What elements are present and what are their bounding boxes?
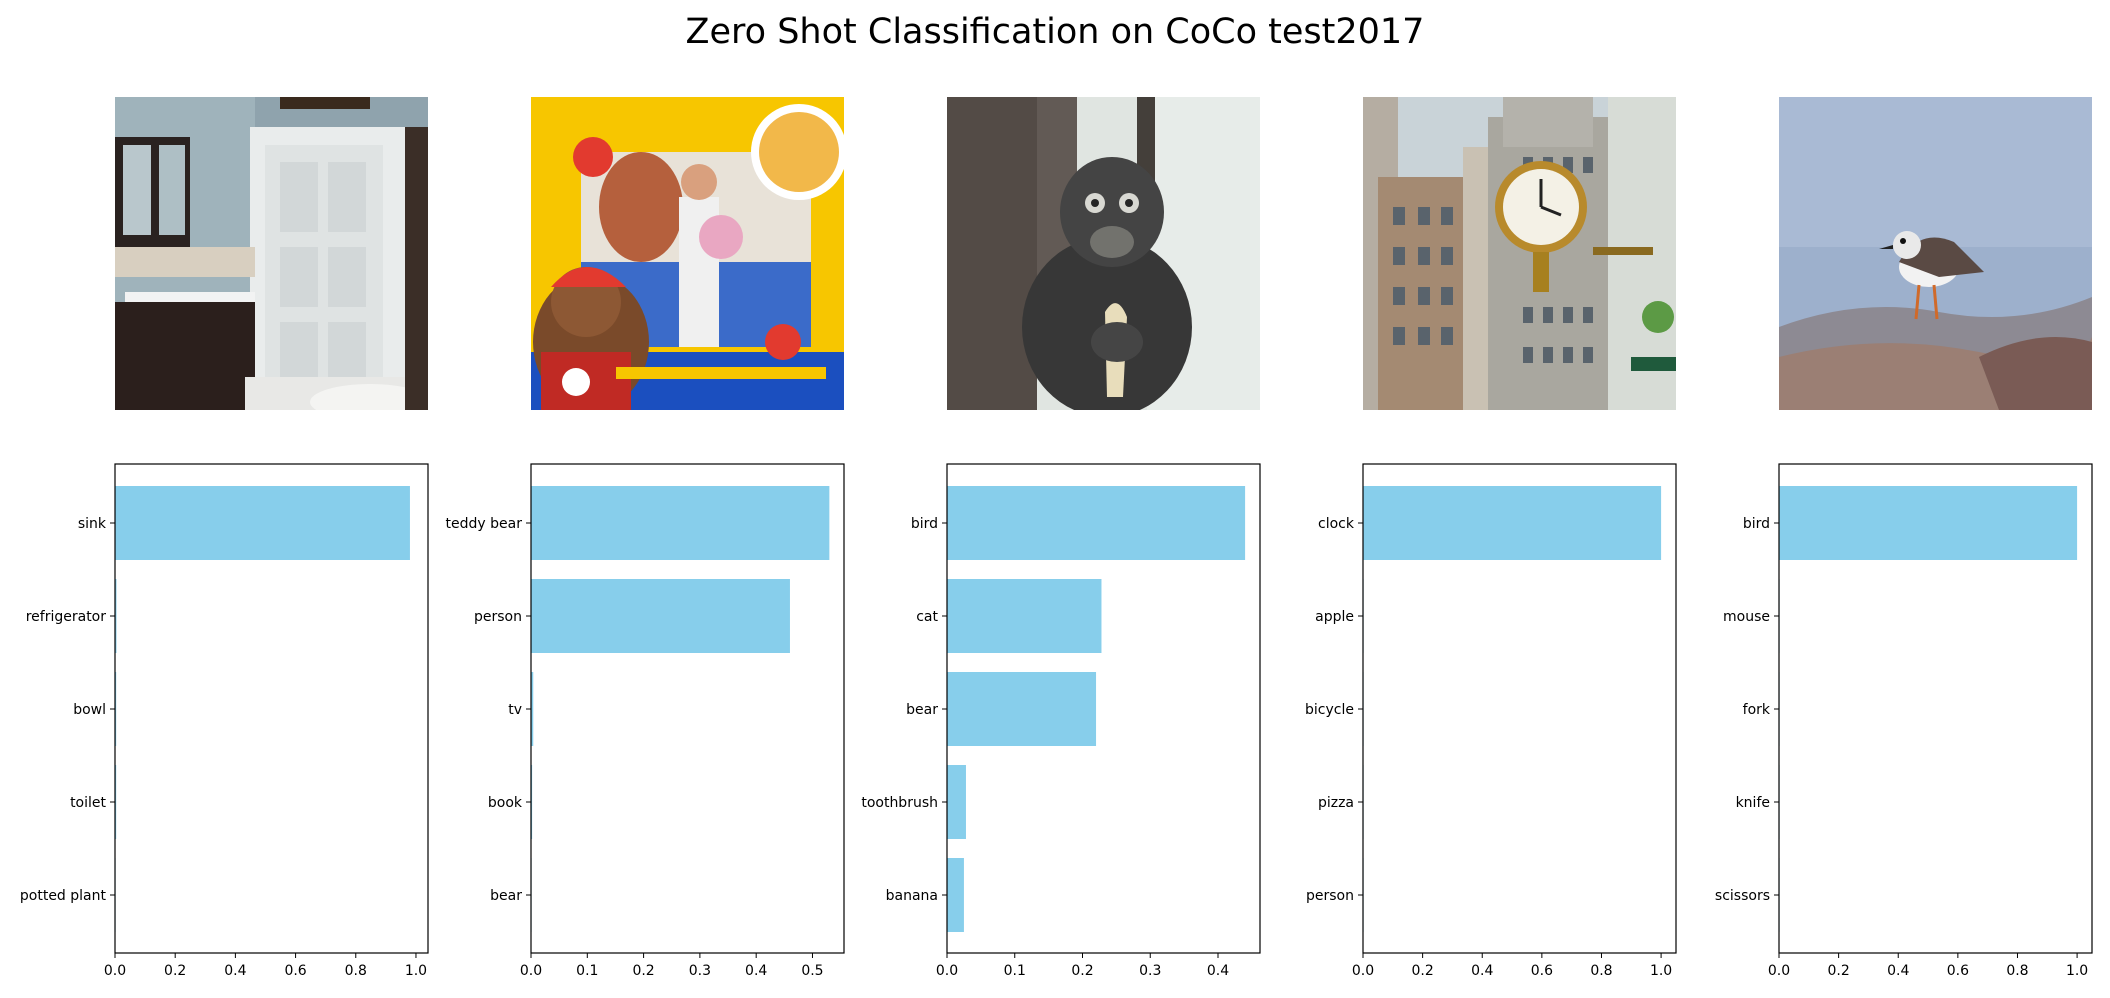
bar-bird bbox=[947, 486, 1246, 560]
x-tick-label: 0.2 bbox=[1071, 963, 1093, 979]
y-tick-label: apple bbox=[1315, 609, 1354, 625]
bar-chart-5: bird mouse fork knife scissors 0.0 0.2 0.4 0.6 0.… bbox=[1715, 463, 2093, 979]
x-tick-label: 0.1 bbox=[576, 963, 598, 979]
bar-chart-3: bird cat bear toothbrush banana 0.0 0.1 0.2 0.3 0… bbox=[861, 463, 1261, 979]
y-tick-label: sink bbox=[78, 516, 107, 532]
bar-teddy-bear bbox=[531, 486, 830, 560]
y-tick-label: cat bbox=[916, 609, 938, 625]
x-tick-label: 1.0 bbox=[1650, 963, 1672, 979]
x-tick-label: 0.8 bbox=[1590, 963, 1612, 979]
y-tick-label: bird bbox=[1743, 516, 1770, 532]
y-tick-label: person bbox=[1306, 888, 1354, 904]
x-tick-label: 0.0 bbox=[1352, 963, 1374, 979]
x-tick-label: 0.8 bbox=[345, 963, 367, 979]
x-tick-label: 0.2 bbox=[164, 963, 186, 979]
y-tick-label: person bbox=[474, 609, 522, 625]
bar-bear bbox=[947, 672, 1097, 746]
x-tick-label: 0.8 bbox=[2006, 963, 2028, 979]
y-tick-label: pizza bbox=[1318, 795, 1354, 811]
y-tick-label: potted plant bbox=[20, 888, 107, 904]
y-tick-label: bird bbox=[911, 516, 938, 532]
x-tick-label: 0.2 bbox=[1827, 963, 1849, 979]
x-tick-label: 0.2 bbox=[1411, 963, 1433, 979]
y-tick-label: book bbox=[488, 795, 523, 811]
x-tick-label: 0.5 bbox=[801, 963, 823, 979]
y-tick-label: tv bbox=[508, 702, 522, 718]
x-tick-label: 1.0 bbox=[405, 963, 427, 979]
y-tick-label: bowl bbox=[73, 702, 106, 718]
x-tick-label: 1.0 bbox=[2066, 963, 2088, 979]
x-tick-label: 0.4 bbox=[1471, 963, 1493, 979]
y-tick-label: teddy bear bbox=[446, 516, 523, 532]
bathroom-photo bbox=[115, 97, 428, 410]
x-tick-label: 0.2 bbox=[632, 963, 654, 979]
y-tick-label: fork bbox=[1743, 702, 1771, 718]
bar-clock bbox=[1363, 486, 1662, 560]
y-tick-label: bicycle bbox=[1305, 702, 1354, 718]
y-tick-label: knife bbox=[1736, 795, 1770, 811]
y-tick-label: clock bbox=[1318, 516, 1355, 532]
x-tick-label: 0.4 bbox=[1207, 963, 1229, 979]
y-tick-label: bear bbox=[490, 888, 522, 904]
x-tick-label: 0.1 bbox=[1004, 963, 1026, 979]
x-tick-label: 0.4 bbox=[224, 963, 246, 979]
bar-person bbox=[531, 579, 790, 653]
bar-chart-1: sink refrigerator bowl toilet potted plant 0.… bbox=[20, 463, 429, 979]
y-tick-label: toilet bbox=[70, 795, 106, 811]
x-tick-label: 0.6 bbox=[1531, 963, 1553, 979]
y-tick-label: mouse bbox=[1723, 609, 1770, 625]
y-tick-label: refrigerator bbox=[26, 609, 107, 625]
bar-tv bbox=[531, 672, 534, 746]
x-tick-label: 0.0 bbox=[936, 963, 958, 979]
figure-title: Zero Shot Classification on CoCo test201… bbox=[685, 12, 1425, 52]
bar-toilet bbox=[115, 765, 117, 839]
y-tick-label: toothbrush bbox=[861, 795, 938, 811]
x-tick-label: 0.6 bbox=[1947, 963, 1969, 979]
bar-cat bbox=[947, 579, 1102, 653]
bar-bowl bbox=[115, 672, 117, 746]
y-tick-label: scissors bbox=[1715, 888, 1770, 904]
x-tick-label: 0.4 bbox=[745, 963, 767, 979]
monkey-photo bbox=[947, 97, 1260, 410]
teddy-bear-workshop-photo bbox=[531, 97, 844, 410]
bar-bird bbox=[1779, 486, 2078, 560]
x-tick-label: 0.6 bbox=[284, 963, 306, 979]
bar-sink bbox=[115, 486, 410, 560]
street-clock-photo bbox=[1363, 97, 1676, 410]
bar-refrigerator bbox=[115, 579, 117, 653]
bar-chart-2: teddy bear person tv book bear 0.0 0.1 0.2 0.3 0.… bbox=[446, 463, 845, 979]
x-tick-label: 0.4 bbox=[1887, 963, 1909, 979]
bar-banana bbox=[947, 858, 964, 932]
y-tick-label: banana bbox=[886, 888, 938, 904]
bar-chart-4: clock apple bicycle pizza person 0.0 0.2 0.4 0.6… bbox=[1305, 463, 1677, 979]
shorebird-photo bbox=[1779, 97, 2092, 410]
x-tick-label: 0.0 bbox=[1768, 963, 1790, 979]
y-tick-label: bear bbox=[906, 702, 938, 718]
bar-toothbrush bbox=[947, 765, 966, 839]
x-tick-label: 0.3 bbox=[689, 963, 711, 979]
x-tick-label: 0.0 bbox=[520, 963, 542, 979]
x-tick-label: 0.0 bbox=[104, 963, 126, 979]
x-tick-label: 0.3 bbox=[1139, 963, 1161, 979]
